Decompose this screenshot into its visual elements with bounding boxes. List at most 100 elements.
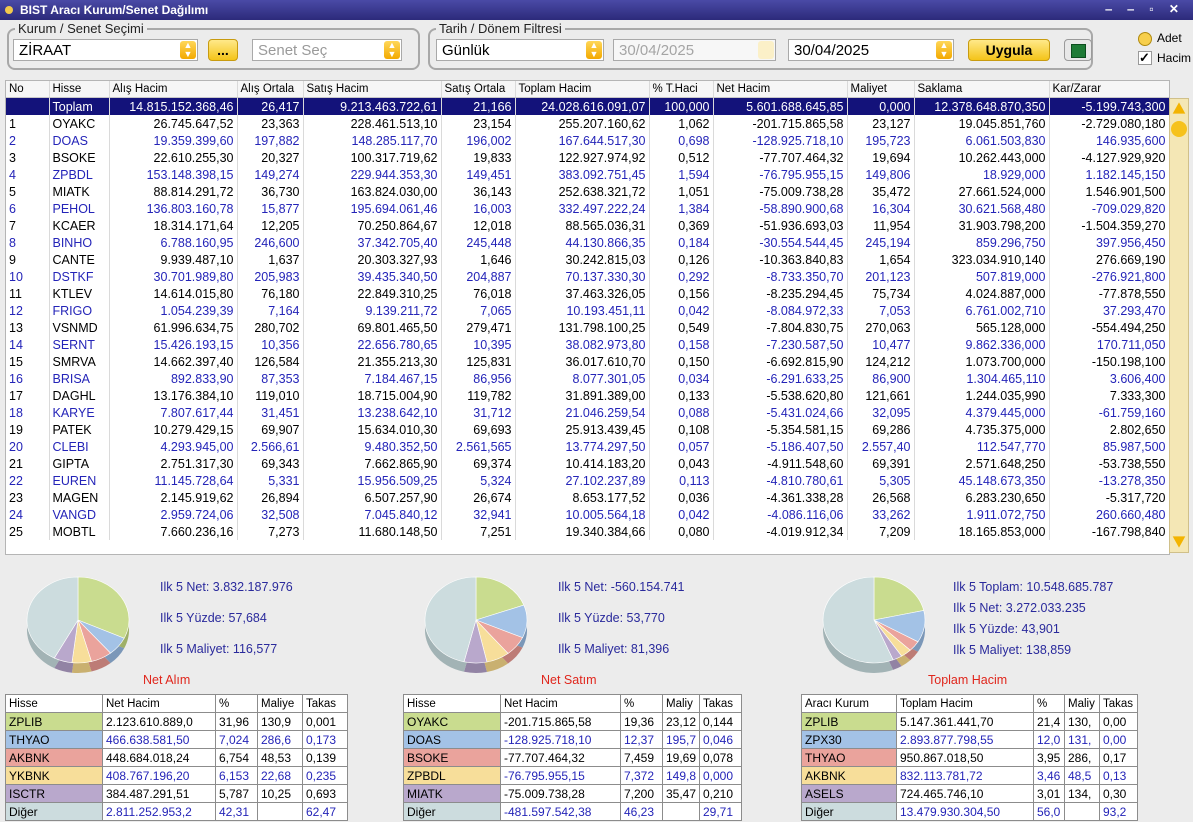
cell: 33,262	[847, 506, 915, 523]
scroll-down[interactable]	[1172, 536, 1186, 548]
table-row[interactable]: 2 DOAS 19.359.399,60 197,882 148.285.117,70 1…	[6, 132, 1169, 149]
cell: -150.198,100	[1049, 353, 1169, 370]
combo-text: Günlük	[442, 42, 490, 59]
cell: 0,184	[649, 234, 714, 251]
table-row[interactable]: 14 SERNT 15.426.193,15 10,356 22.656.780,65 1…	[6, 336, 1169, 353]
cell: 76,180	[237, 285, 304, 302]
cell: 61.996.634,75	[109, 319, 238, 336]
cell: 2.802,650	[1049, 421, 1169, 438]
column-header: No	[6, 81, 50, 98]
summary-table: Hisse Net Hacim% Maliye Takas ZPLIB 2.123.610…	[5, 694, 348, 821]
cell: 15.426.193,15	[109, 336, 238, 353]
table-row[interactable]: 15 SMRVA 14.662.397,40 126,584 21.355.213,30…	[6, 353, 1169, 370]
cell: 7,065	[441, 302, 516, 319]
table-row[interactable]: 24 VANGD 2.959.724,06 32,508 7.045.840,12 32,…	[6, 506, 1169, 523]
stat-text: Ilk 5 Yüzde: 57,684	[160, 611, 267, 625]
cell: 245,448	[441, 234, 516, 251]
cell: 19.340.384,66	[515, 523, 650, 540]
cell: 724.465.746,10	[896, 784, 1034, 803]
cell: -554.494,250	[1049, 319, 1169, 336]
cell: -77.878,550	[1049, 285, 1169, 302]
cell: 11.680.148,50	[303, 523, 442, 540]
cell: SERNT	[49, 336, 110, 353]
table-row[interactable]: 25 MOBTL 7.660.236,16 7,273 11.680.148,50 7,2…	[6, 523, 1169, 540]
window-controls[interactable]: ‒ ‒ ▫ ✕	[1105, 2, 1185, 16]
cell: DOAS	[403, 730, 501, 749]
cell: 11.145.728,64	[109, 472, 238, 489]
cell: 397.956,450	[1049, 234, 1169, 251]
table-row[interactable]: 8 BINHO 6.788.160,95 246,600 37.342.705,40 24…	[6, 234, 1169, 251]
excel-button[interactable]	[1064, 39, 1092, 61]
cell: 2.123.610.889,0	[102, 712, 216, 731]
cell: 13	[6, 319, 50, 336]
apply-button[interactable]: Uygula	[968, 39, 1050, 61]
table-row[interactable]: 23 MAGEN 2.145.919,62 26,894 6.507.257,90 26,…	[6, 489, 1169, 506]
cell: 246,600	[237, 234, 304, 251]
cell: 0,17	[1099, 748, 1138, 767]
table-row[interactable]: 21 GIPTA 2.751.317,30 69,343 7.662.865,90 69,…	[6, 455, 1169, 472]
more-button[interactable]: ...	[208, 39, 238, 61]
scroll-thumb[interactable]	[1171, 121, 1187, 137]
scroll-up[interactable]	[1172, 102, 1186, 114]
period-combo[interactable]: Günlük ▲ ▼	[436, 39, 604, 61]
end-date[interactable]: 30/04/2025 ▲ ▼	[788, 39, 954, 61]
cell	[1064, 802, 1100, 821]
table-row[interactable]: 7 KCAER 18.314.171,64 12,205 70.250.864,67 12…	[6, 217, 1169, 234]
cell: 25.913.439,45	[515, 421, 650, 438]
cell: Diğer	[801, 802, 897, 821]
pie-slice	[26, 576, 79, 659]
table-row[interactable]: 18 KARYE 7.807.617,44 31,451 13.238.642,10 31…	[6, 404, 1169, 421]
table-row[interactable]: 4 ZPBDL 153.148.398,15 149,274 229.944.353,3…	[6, 166, 1169, 183]
cell: 14.815.152.368,46	[109, 97, 238, 115]
table-row[interactable]: 11 KTLEV 14.614.015,80 76,180 22.849.310,25 7…	[6, 285, 1169, 302]
total-row[interactable]: Toplam 14.815.152.368,46 26,417 9.213.463.7…	[6, 97, 1169, 115]
cell: 124,212	[847, 353, 915, 370]
table-row[interactable]: 3 BSOKE 22.610.255,30 20,327 100.317.719,62 1…	[6, 149, 1169, 166]
cell: 260.660,480	[1049, 506, 1169, 523]
cell: 21,4	[1033, 712, 1065, 731]
table-row[interactable]: 16 BRISA 892.833,90 87,353 7.184.467,15 86,95…	[6, 370, 1169, 387]
pie-chart	[424, 576, 528, 673]
table-row: OYAKC -201.715.865,58 19,36 23,12 0,144	[403, 712, 742, 731]
table-row[interactable]: 1 OYAKC 26.745.647,52 23,363 228.461.513,10 2…	[6, 115, 1169, 132]
cell: 197,882	[237, 132, 304, 149]
table-row[interactable]: 13 VSNMD 61.996.634,75 280,702 69.801.465,50…	[6, 319, 1169, 336]
cell: 384.487.291,51	[102, 784, 216, 803]
cell: 2.571.648,250	[914, 455, 1050, 472]
cell: 136.803.160,78	[109, 200, 238, 217]
hacim-checkbox[interactable]: ✓	[1138, 51, 1152, 65]
cell: 19,69	[662, 748, 700, 767]
cell: 22.656.780,65	[303, 336, 442, 353]
cell: 39.435.340,50	[303, 268, 442, 285]
cell: 30.242.815,03	[515, 251, 650, 268]
cell: 0,001	[302, 712, 348, 731]
table-row[interactable]: 9 CANTE 9.939.487,10 1,637 20.303.327,93 1,64…	[6, 251, 1169, 268]
cell: -10.363.840,83	[713, 251, 848, 268]
table-row[interactable]: 19 PATEK 10.279.429,15 69,907 15.634.010,30 6…	[6, 421, 1169, 438]
table-row[interactable]: 20 CLEBI 4.293.945,00 2.566,61 9.480.352,50 2…	[6, 438, 1169, 455]
data-table: No Hisse Alış Hacim Alış Ortala Satış Hacim S…	[6, 81, 1169, 540]
scrollbar[interactable]	[1169, 98, 1189, 553]
stock-combo[interactable]: Senet Seç ▲ ▼	[252, 39, 402, 61]
cell: 19.045.851,760	[914, 115, 1050, 132]
table-row[interactable]: 22 EUREN 11.145.728,64 5,331 15.956.509,25 5,…	[6, 472, 1169, 489]
table-row[interactable]: 12 FRIGO 1.054.239,39 7,164 9.139.211,72 7,06…	[6, 302, 1169, 319]
cell: 2.561,565	[441, 438, 516, 455]
adet-radio[interactable]	[1138, 32, 1152, 46]
table-row[interactable]: 6 PEHOL 136.803.160,78 15,877 195.694.061,46…	[6, 200, 1169, 217]
table-row[interactable]: 5 MIATK 88.814.291,72 36,730 163.824.030,00 3…	[6, 183, 1169, 200]
cell: BINHO	[49, 234, 110, 251]
cell: 18	[6, 404, 50, 421]
header-row: Hisse Net Hacim% Maliy Takas	[403, 694, 742, 713]
cell: 18.165.853,000	[914, 523, 1050, 540]
cell: 14.662.397,40	[109, 353, 238, 370]
cell: 4.735.375,000	[914, 421, 1050, 438]
cell: 0,00	[1099, 730, 1138, 749]
cell: Toplam	[49, 97, 110, 115]
cell: 9.480.352,50	[303, 438, 442, 455]
cell: 13.176.384,10	[109, 387, 238, 404]
table-row[interactable]: 10 DSTKF 30.701.989,80 205,983 39.435.340,50…	[6, 268, 1169, 285]
table-row[interactable]: 17 DAGHL 13.176.384,10 119,010 18.715.004,90…	[6, 387, 1169, 404]
broker-combo[interactable]: ZİRAAT ▲ ▼	[13, 39, 198, 61]
cell: ZPLIB	[5, 712, 103, 731]
